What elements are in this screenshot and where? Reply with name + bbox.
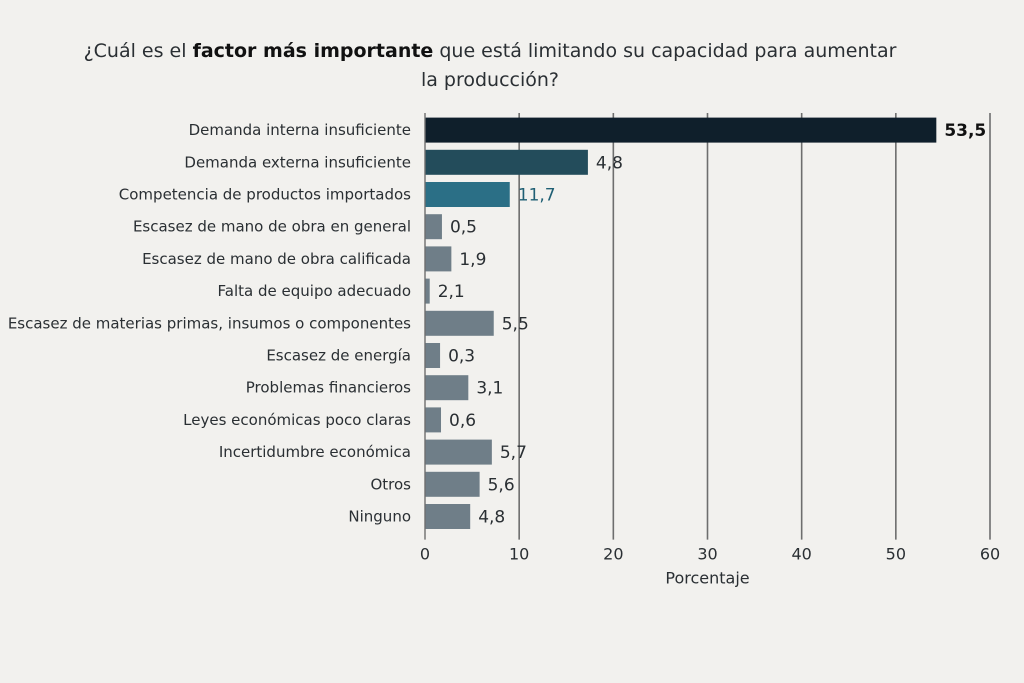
- category-label: Problemas financieros: [246, 379, 411, 397]
- value-label: 3,1: [476, 379, 503, 399]
- bar-5: [425, 278, 430, 304]
- bar-7: [425, 343, 441, 368]
- value-label: 5,5: [502, 314, 529, 334]
- value-label: 11,7: [518, 186, 556, 206]
- category-label: Otros: [370, 475, 411, 493]
- chart-title-line1: ¿Cuál es el factor más importante que es…: [83, 40, 897, 62]
- bar-3: [425, 214, 442, 240]
- bar-2: [425, 182, 510, 207]
- bar-12: [425, 504, 471, 529]
- bar-10: [425, 439, 492, 465]
- x-tick-label: 20: [603, 545, 623, 564]
- x-tick-label: 10: [509, 545, 529, 564]
- x-tick-label: 40: [791, 545, 811, 564]
- value-label: 4,8: [478, 508, 505, 528]
- value-label: 1,9: [459, 250, 486, 270]
- x-tick-label: 30: [697, 545, 717, 564]
- value-label: 5,6: [488, 475, 515, 495]
- bar-1: [425, 149, 588, 175]
- category-label: Escasez de energía: [266, 347, 411, 365]
- x-tick-label: 60: [980, 545, 1000, 564]
- value-label: 0,3: [448, 347, 475, 367]
- category-label: Leyes económicas poco claras: [183, 411, 411, 429]
- bar-8: [425, 375, 469, 401]
- bar-0: [425, 117, 937, 143]
- x-tick-label: 0: [420, 545, 430, 564]
- x-tick-label: 50: [886, 545, 906, 564]
- category-label: Falta de equipo adecuado: [218, 282, 411, 300]
- bar-6: [425, 310, 494, 336]
- x-axis-title: Porcentaje: [665, 569, 749, 588]
- category-label: Escasez de mano de obra calificada: [142, 250, 411, 268]
- value-label: 4,8: [596, 153, 623, 173]
- category-label: Escasez de mano de obra en general: [133, 218, 411, 236]
- bar-11: [425, 471, 480, 497]
- chart-title-line2: la producción?: [420, 69, 560, 91]
- category-label: Competencia de productos importados: [119, 186, 411, 204]
- category-label: Incertidumbre económica: [219, 443, 411, 461]
- category-label: Demanda externa insuficiente: [184, 153, 411, 171]
- value-label: 0,6: [449, 411, 476, 431]
- value-label: 2,1: [438, 282, 465, 302]
- bar-9: [425, 407, 442, 433]
- category-label: Escasez de materias primas, insumos o co…: [8, 314, 411, 332]
- bar-4: [425, 246, 452, 272]
- value-label: 5,7: [500, 443, 527, 463]
- category-label: Ninguno: [348, 508, 411, 526]
- category-label: Demanda interna insuficiente: [189, 121, 411, 139]
- value-label: 0,5: [450, 218, 477, 238]
- value-label: 53,5: [944, 121, 986, 141]
